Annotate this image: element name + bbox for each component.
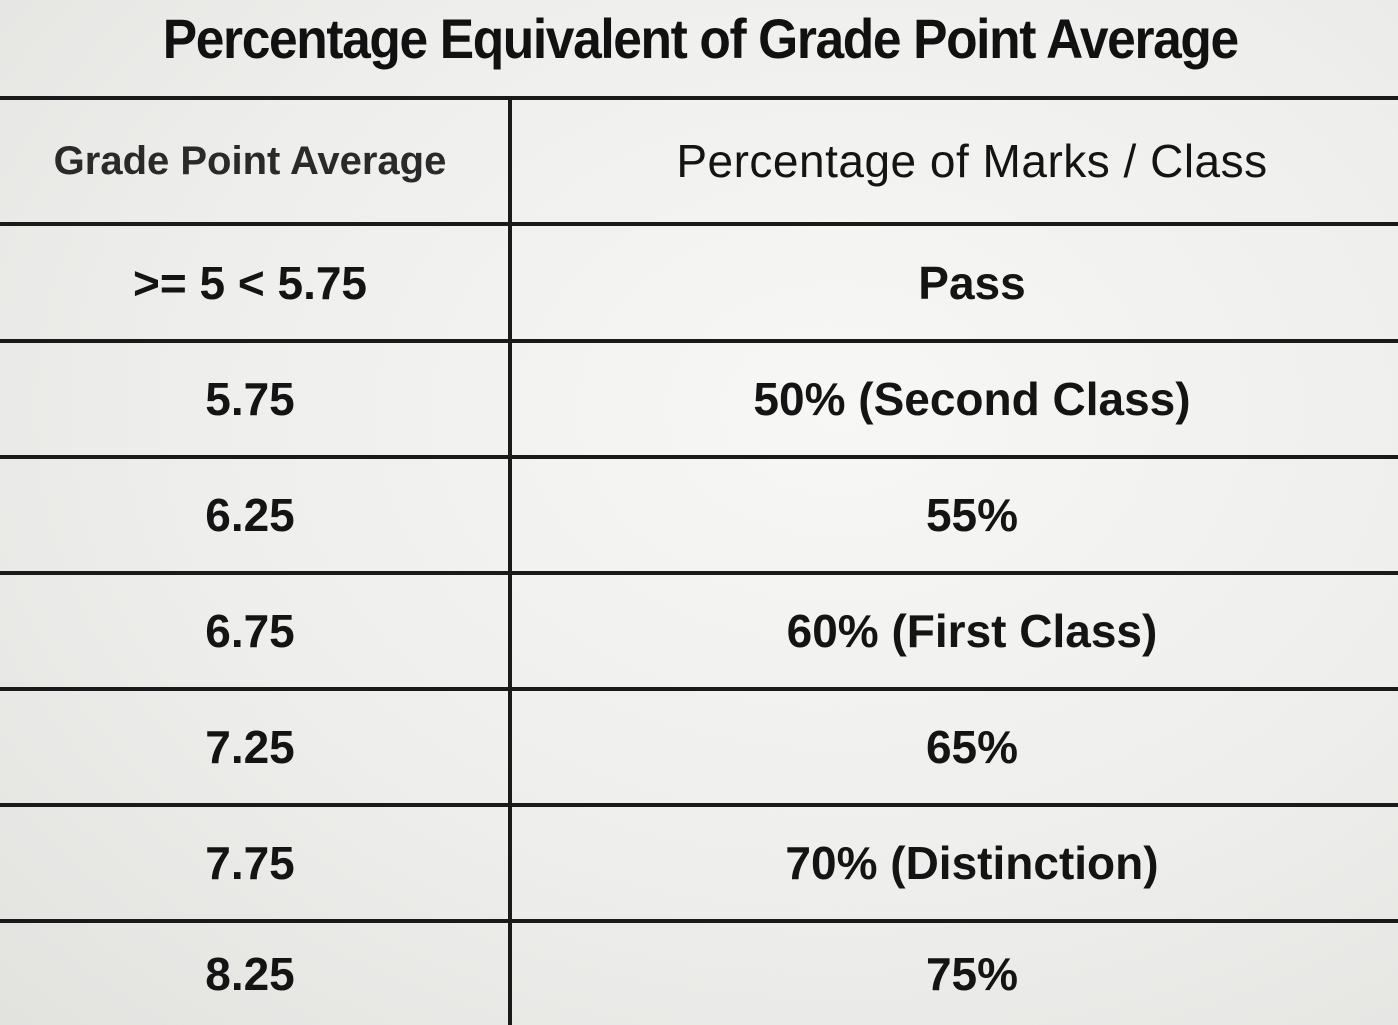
header-percentage-of-marks-class: Percentage of Marks / Class — [676, 135, 1268, 187]
table-row: 5.75 50% (Second Class) — [0, 343, 1398, 455]
percentage-class-cell: 70% (Distinction) — [785, 837, 1159, 889]
row-divider — [0, 803, 1398, 807]
percentage-class-cell: 50% (Second Class) — [753, 373, 1191, 425]
table-row: 7.75 70% (Distinction) — [0, 807, 1398, 919]
row-divider — [0, 687, 1398, 691]
page-title: Percentage Equivalent of Grade Point Ave… — [162, 7, 1239, 70]
table-header-row: Grade Point Average Percentage of Marks … — [0, 100, 1398, 222]
gpa-cell: 6.25 — [205, 489, 295, 541]
table-row: 8.25 75% — [0, 923, 1398, 1025]
gpa-cell: 6.75 — [205, 605, 295, 657]
table-row: 7.25 65% — [0, 691, 1398, 803]
percentage-class-cell: 75% — [925, 948, 1019, 1000]
table-row: 6.75 60% (First Class) — [0, 575, 1398, 687]
percentage-class-cell: Pass — [918, 256, 1026, 309]
gpa-percentage-table: Grade Point Average Percentage of Marks … — [0, 96, 1398, 1025]
gpa-cell: >= 5 < 5.75 — [132, 256, 368, 309]
header-bottom-rule — [0, 222, 1398, 226]
percentage-class-cell: 65% — [925, 721, 1019, 773]
gpa-cell: 8.25 — [205, 948, 295, 1000]
gpa-cell: 7.75 — [205, 837, 295, 889]
row-divider — [0, 919, 1398, 923]
table-row: 6.25 55% — [0, 459, 1398, 571]
gpa-cell: 7.25 — [205, 721, 295, 773]
percentage-class-cell: 55% — [925, 489, 1019, 541]
table-row: >= 5 < 5.75 Pass — [0, 226, 1398, 339]
row-divider — [0, 455, 1398, 459]
row-divider — [0, 571, 1398, 575]
row-divider — [0, 339, 1398, 343]
header-grade-point-average: Grade Point Average — [53, 138, 447, 183]
column-divider — [508, 96, 512, 1025]
table-top-rule — [0, 96, 1398, 100]
gpa-cell: 5.75 — [205, 373, 295, 425]
percentage-class-cell: 60% (First Class) — [786, 605, 1158, 657]
